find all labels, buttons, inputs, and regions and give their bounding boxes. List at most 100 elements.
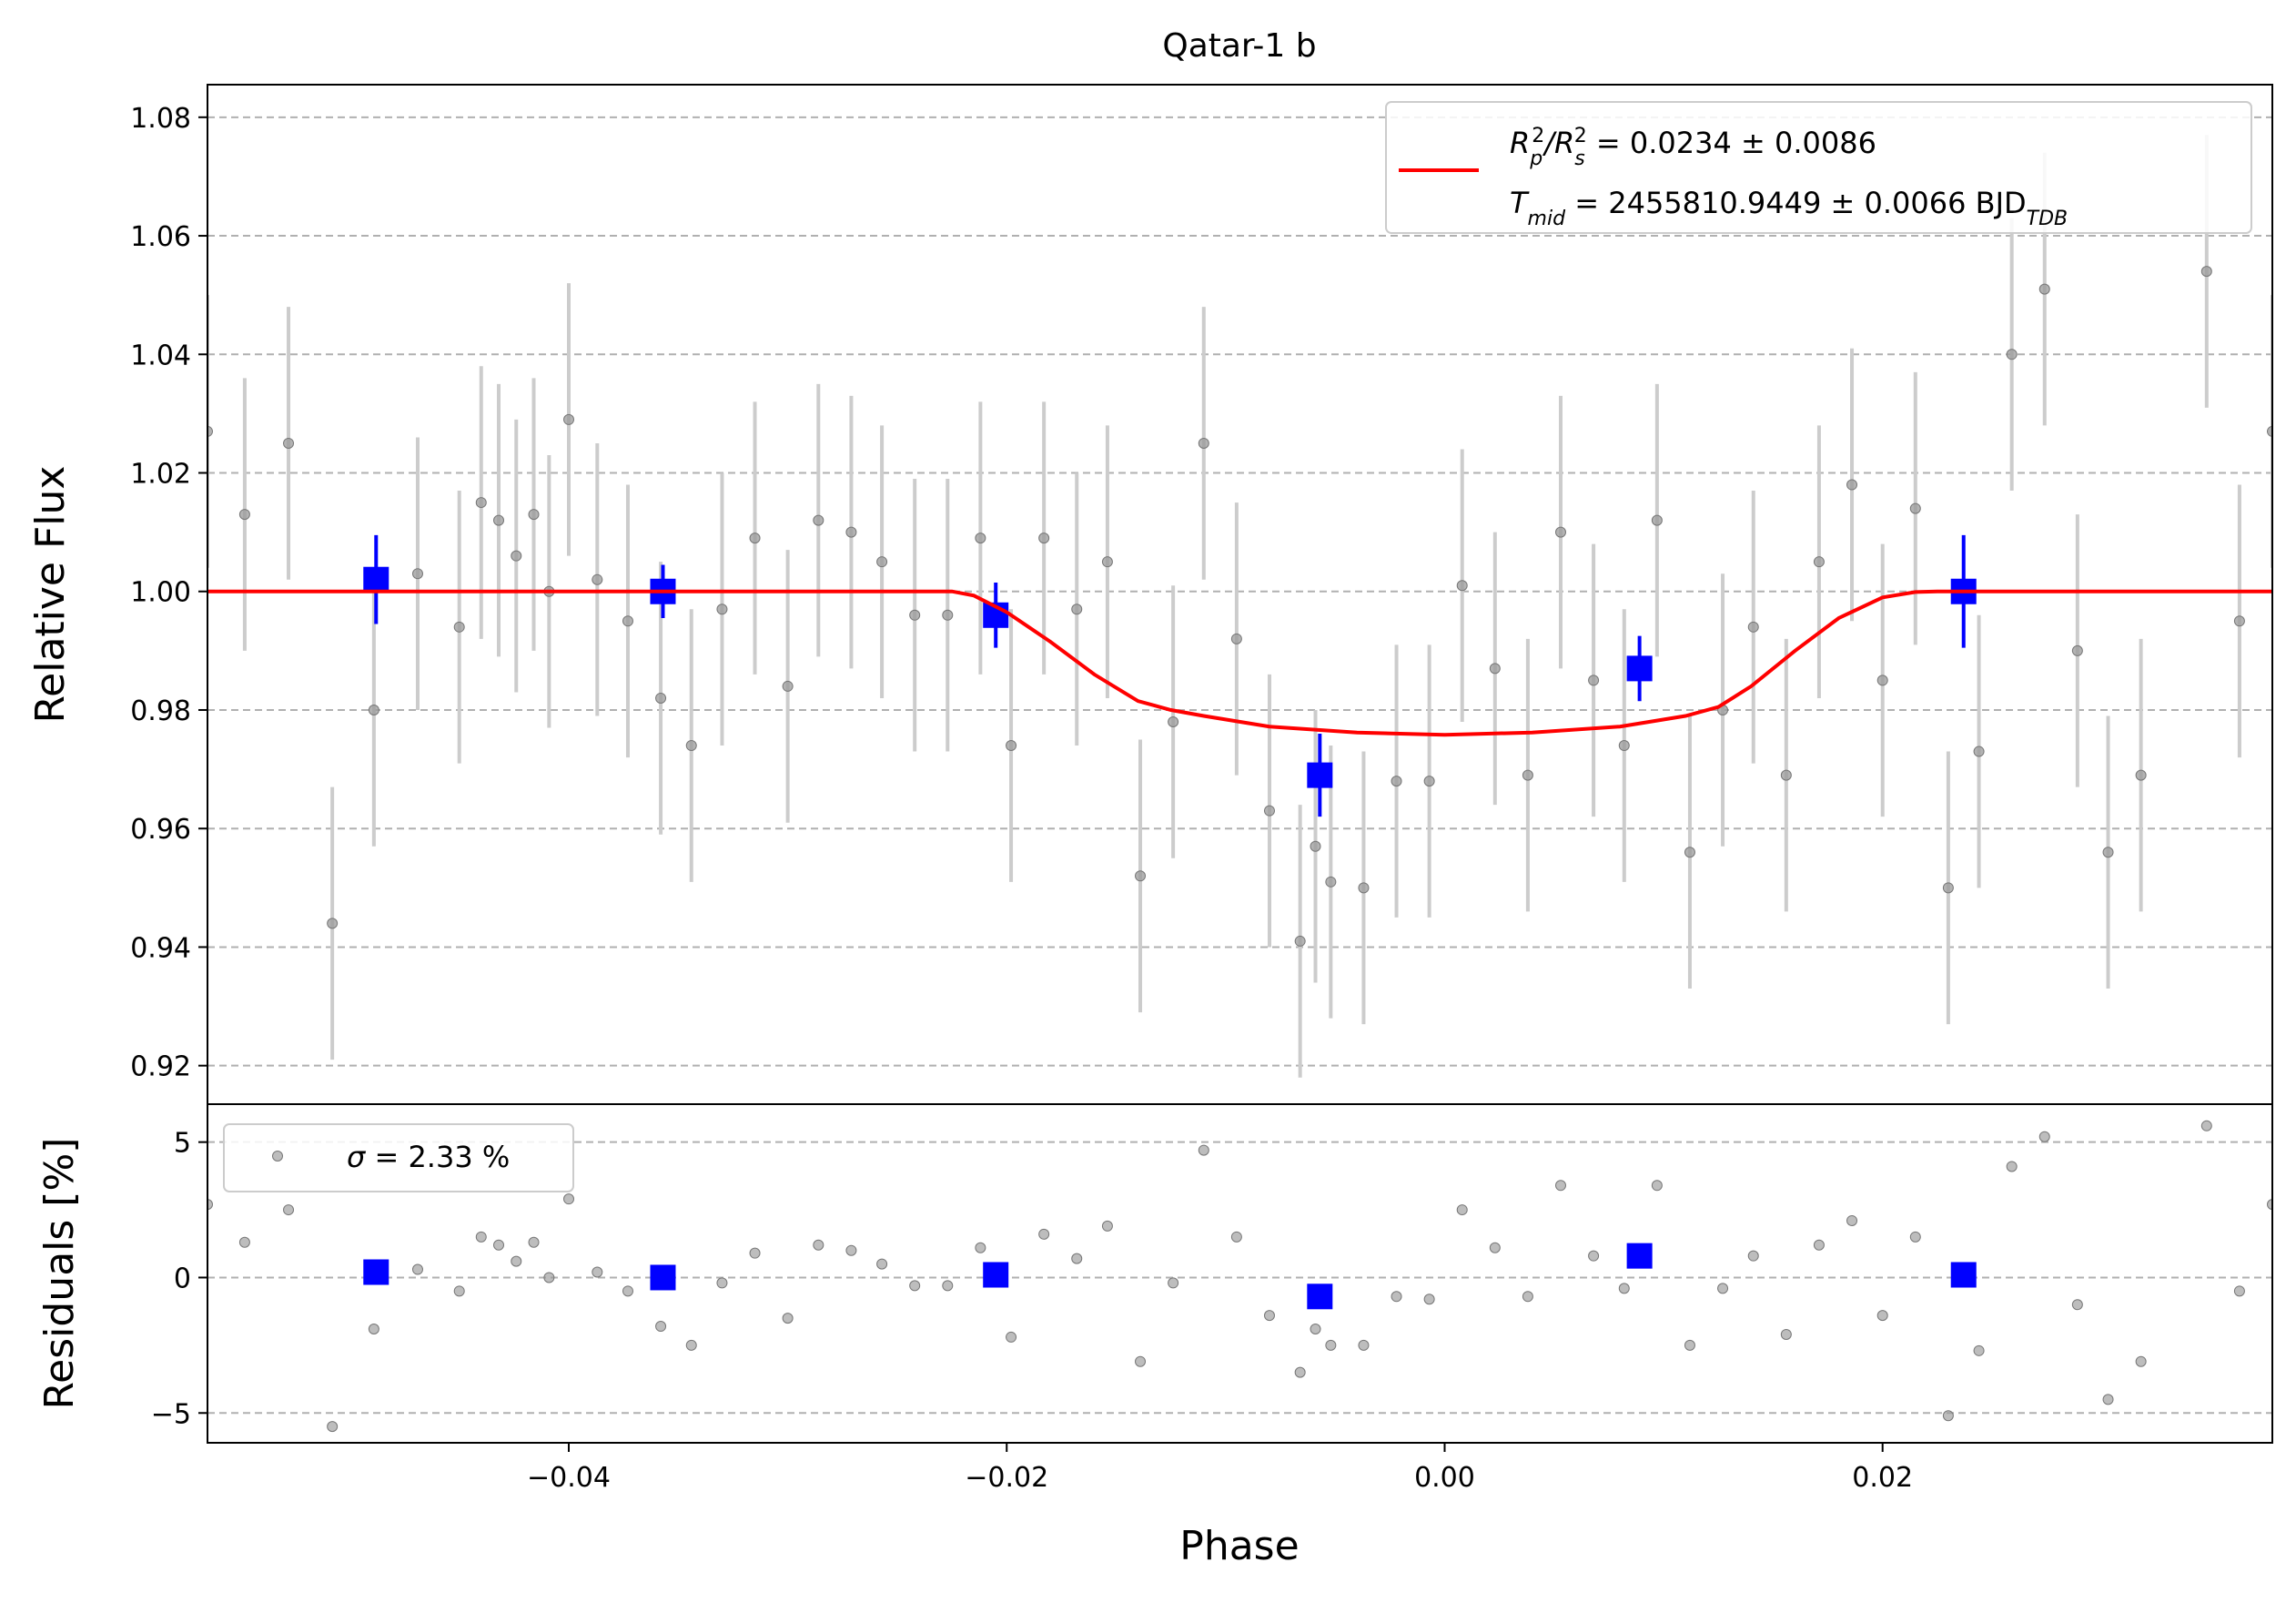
binned-point <box>1307 762 1333 788</box>
residual-point <box>453 1285 465 1297</box>
raw-point <box>2200 266 2212 278</box>
residual-point <box>1423 1294 1435 1305</box>
flux-y-tick-label: 1.00 <box>130 577 191 609</box>
residual-point <box>543 1272 555 1283</box>
residual-point <box>563 1193 575 1205</box>
raw-point <box>942 609 954 621</box>
raw-point <box>1325 876 1337 888</box>
raw-point <box>2006 349 2018 360</box>
raw-point <box>1310 840 1321 852</box>
residual-point <box>2267 1199 2272 1211</box>
residual-point <box>1263 1310 1275 1322</box>
raw-point <box>1684 847 1695 858</box>
residual-point <box>1909 1231 1921 1243</box>
raw-point <box>1423 776 1435 787</box>
binned-point <box>363 566 389 593</box>
binned-point <box>1626 655 1653 682</box>
residual-point <box>1876 1310 1888 1322</box>
binned-points <box>363 534 1977 817</box>
legend-sigma-entry: σ = 2.33 % <box>347 1140 510 1174</box>
residual-point <box>1310 1324 1321 1335</box>
flux-legend: Rp2/Rs2 = 0.0234 ± 0.0086 Tmid = 2455810… <box>1385 101 2252 234</box>
residual-point <box>1813 1239 1825 1251</box>
raw-point <box>1973 746 1985 757</box>
residual-point <box>1618 1283 1630 1294</box>
residual-point <box>207 1199 213 1211</box>
raw-point <box>1263 805 1275 817</box>
residual-point <box>511 1255 522 1267</box>
raw-point <box>813 514 824 526</box>
raw-points <box>207 266 2272 947</box>
flux-y-tick-label: 0.96 <box>130 814 191 846</box>
residual-point <box>2102 1394 2114 1405</box>
flux-y-tick-label: 0.98 <box>130 695 191 727</box>
raw-point <box>2038 283 2050 295</box>
raw-point <box>368 704 379 715</box>
residual-point <box>1101 1220 1113 1232</box>
flux-y-tick-label: 1.08 <box>130 103 191 135</box>
residual-point <box>655 1321 667 1333</box>
residual-point <box>592 1266 603 1278</box>
raw-point <box>453 621 465 633</box>
raw-point <box>1294 935 1306 947</box>
raw-point <box>1198 437 1209 449</box>
raw-point <box>1456 580 1468 592</box>
residual-point <box>1973 1344 1985 1356</box>
x-tick-label: −0.04 <box>527 1462 611 1494</box>
raw-point <box>592 573 603 585</box>
raw-point <box>411 568 423 580</box>
raw-point <box>782 680 794 692</box>
residual-point <box>1135 1355 1147 1367</box>
residual-point <box>475 1231 487 1243</box>
flux-panel: 0.92 0.94 0.96 0.98 1.00 1.02 1.04 1.06 1.08 Rp2… <box>27 84 2273 1105</box>
legend-residual-swatch <box>272 1151 283 1162</box>
residual-points <box>207 1120 2272 1433</box>
residual-point <box>1651 1180 1663 1192</box>
raw-point <box>1038 533 1050 544</box>
raw-point <box>749 533 761 544</box>
raw-point <box>909 609 921 621</box>
raw-point <box>1651 514 1663 526</box>
residual-point <box>283 1204 295 1216</box>
flux-y-tick-label: 1.04 <box>130 340 191 371</box>
residual-point <box>2071 1299 2083 1311</box>
raw-point <box>327 918 339 929</box>
residual-point <box>749 1247 761 1259</box>
flux-y-tick-label: 0.92 <box>130 1051 191 1083</box>
residual-point <box>1456 1204 1468 1216</box>
residual-point <box>975 1242 986 1253</box>
residual-point <box>813 1239 824 1251</box>
residuals-y-tick-label: 0 <box>174 1263 191 1294</box>
raw-point <box>1846 479 1858 491</box>
residual-point <box>1846 1214 1858 1226</box>
raw-point <box>1489 663 1501 675</box>
residual-point <box>1325 1339 1337 1351</box>
raw-point <box>622 615 633 627</box>
residual-point <box>1747 1250 1759 1262</box>
residual-point <box>1168 1277 1179 1289</box>
residuals-y-tick-label: −5 <box>151 1398 191 1430</box>
residual-point <box>2038 1131 2050 1142</box>
residuals-y-ticks: −5 0 5 <box>151 1128 207 1430</box>
residual-point <box>2200 1120 2212 1131</box>
raw-point <box>1780 769 1792 781</box>
residual-point <box>876 1258 888 1270</box>
raw-point <box>655 692 667 704</box>
residual-point <box>1230 1231 1242 1243</box>
raw-point <box>2233 615 2245 627</box>
residuals-panel: −5 0 5 −0.04 −0.02 0.00 0.02 σ = 2.33 % Resid… <box>36 1103 2273 1569</box>
residual-point <box>1684 1339 1695 1351</box>
raw-point <box>1168 716 1179 727</box>
chart-title: Qatar-1 b <box>1162 27 1316 65</box>
residual-point <box>411 1263 423 1275</box>
residual-point <box>1942 1410 1954 1422</box>
binned-residual-point <box>1626 1243 1653 1269</box>
raw-point <box>2135 769 2147 781</box>
binned-residual-points <box>363 1243 1977 1310</box>
flux-legend-box <box>1385 101 2252 234</box>
raw-point <box>1006 740 1017 752</box>
raw-point <box>207 425 213 437</box>
residual-point <box>1588 1250 1600 1262</box>
residual-point <box>1006 1331 1017 1343</box>
flux-y-ticks: 0.92 0.94 0.96 0.98 1.00 1.02 1.04 1.06 1.08 <box>130 103 207 1083</box>
